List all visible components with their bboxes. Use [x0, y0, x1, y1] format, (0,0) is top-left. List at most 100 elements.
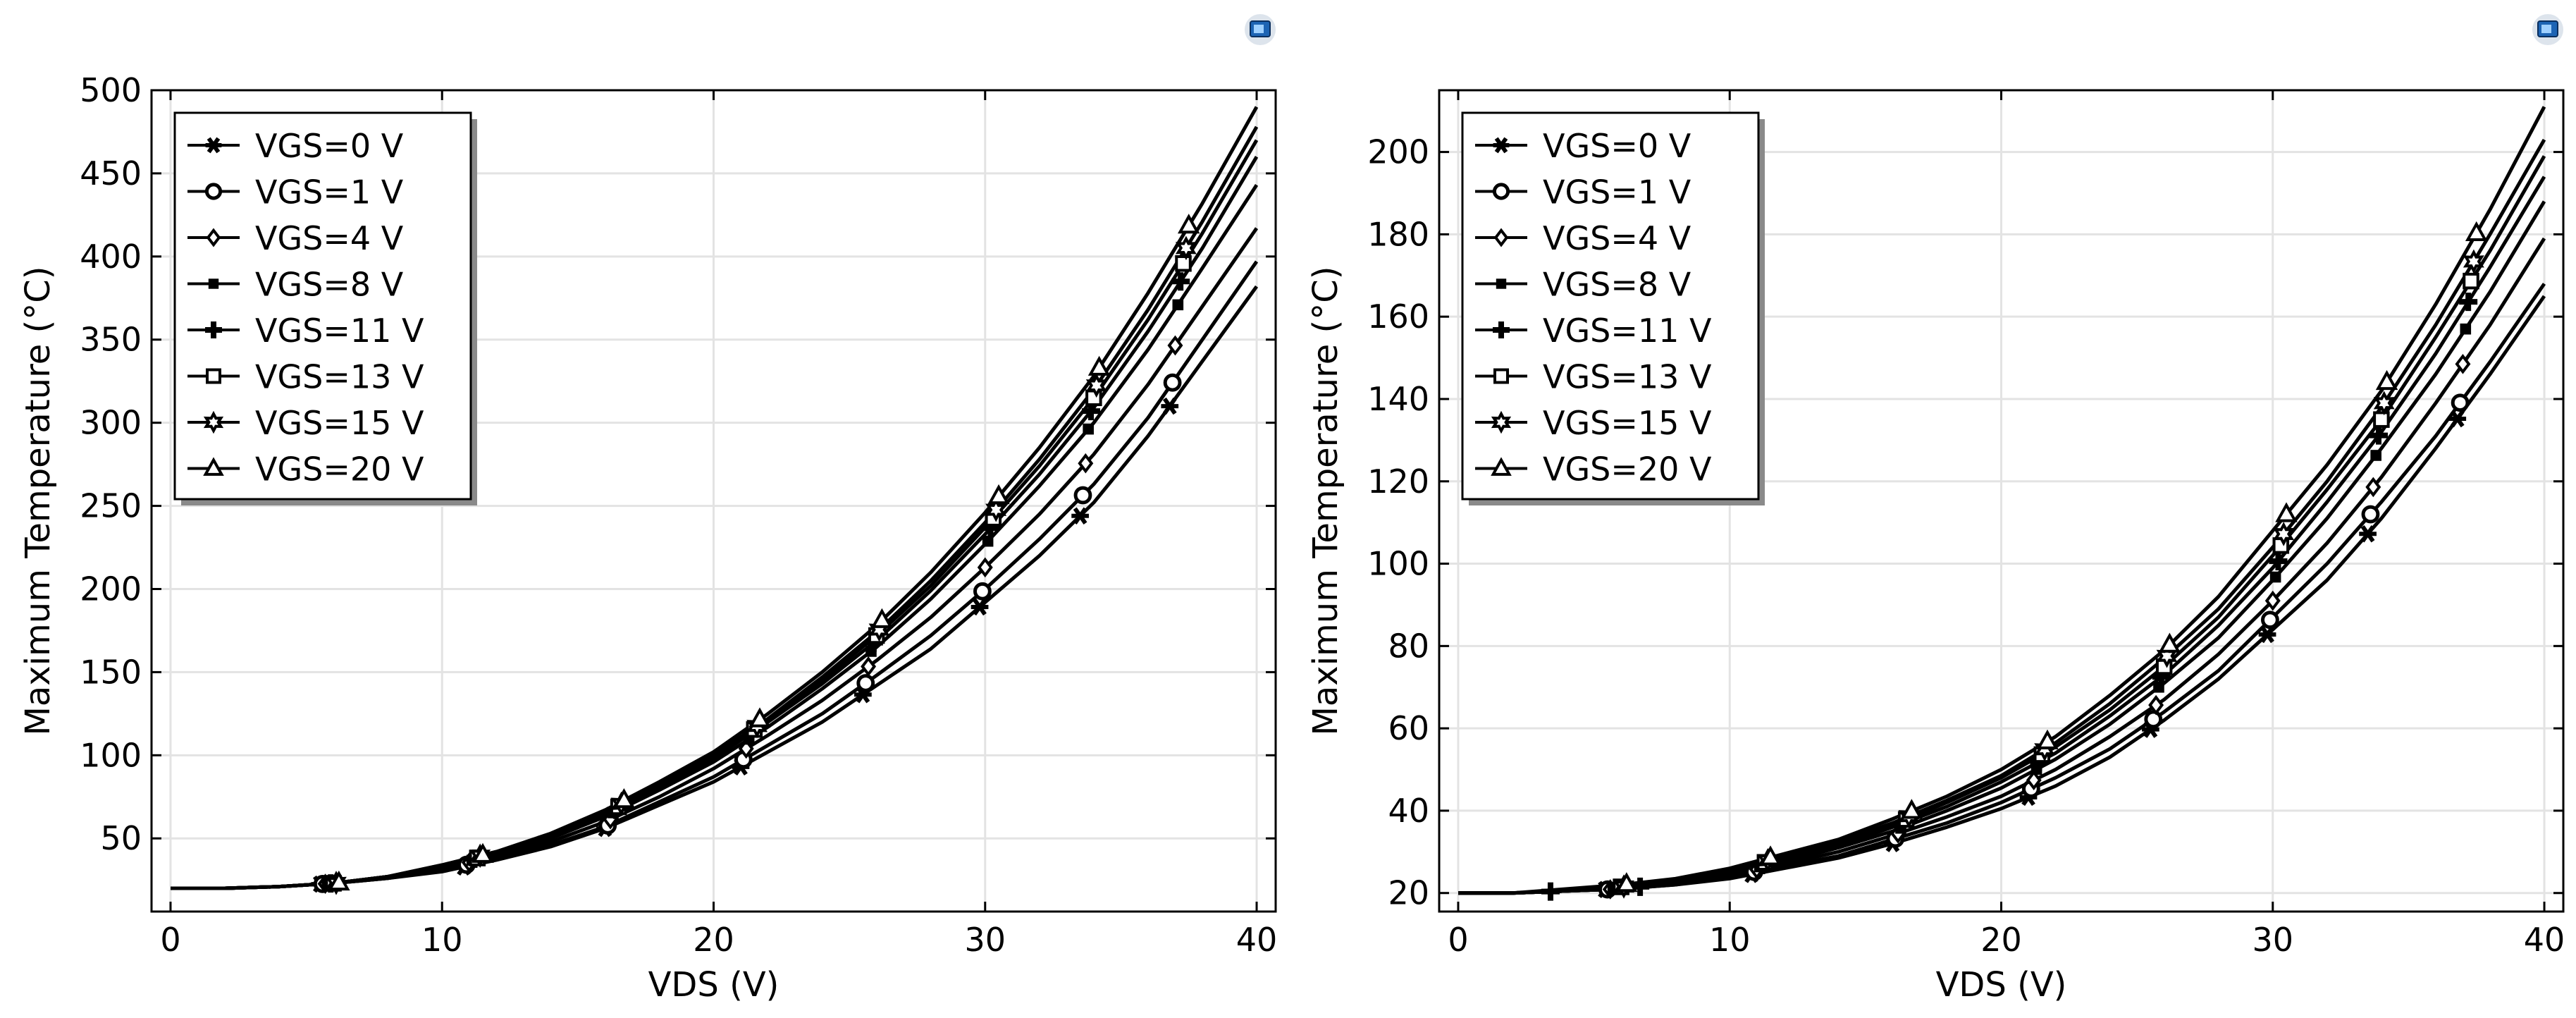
y-tick-label: 60: [1388, 709, 1429, 747]
legend-item: VGS=13 V: [1475, 358, 1712, 396]
legend-item: VGS=15 V: [187, 404, 424, 442]
legend-marker-asterisk: [1493, 137, 1510, 154]
y-tick-label: 160: [1367, 298, 1429, 336]
marker-triangle: [1615, 872, 1638, 893]
marker-plus: [1541, 882, 1560, 901]
x-tick-label: 40: [1236, 921, 1278, 959]
legend-label: VGS=13 V: [255, 358, 424, 396]
x-tick-label: 20: [1980, 921, 2022, 959]
x-tick-label: 20: [693, 921, 734, 959]
marker-triangle: [472, 842, 494, 863]
legend-label: VGS=11 V: [255, 312, 424, 350]
marker-circle: [1163, 373, 1182, 392]
legend-box: [1461, 111, 1760, 501]
y-tick-label: 500: [80, 71, 142, 109]
y-tick-label: 200: [80, 570, 142, 608]
legend-label: VGS=15 V: [1543, 404, 1712, 442]
marker-star: [2463, 249, 2484, 274]
legend-label: VGS=1 V: [255, 173, 404, 211]
marker-triangle: [2375, 369, 2398, 391]
marker-diamond: [2365, 477, 2381, 498]
marker-asterisk: [970, 598, 989, 616]
legend-marker-plus: [205, 321, 222, 338]
y-tick-label: 40: [1388, 792, 1429, 830]
legend-item: VGS=0 V: [187, 127, 404, 165]
marker-star: [2373, 391, 2395, 416]
legend-label: VGS=8 V: [255, 266, 404, 304]
legend-label: VGS=20 V: [255, 450, 424, 489]
legend-label: VGS=13 V: [1543, 358, 1712, 396]
x-tick-label: 0: [1448, 921, 1468, 959]
x-tick-label: 40: [2524, 921, 2565, 959]
marker-triangle: [2036, 729, 2059, 749]
series-line-vgs-20-v: [171, 106, 1259, 890]
legend-label: VGS=0 V: [1543, 127, 1691, 165]
x-tick-label: 0: [160, 921, 180, 959]
legend-item: VGS=8 V: [187, 266, 404, 304]
legend-label: VGS=4 V: [1543, 219, 1691, 257]
y-tick-label: 450: [80, 154, 142, 192]
chart-right: 0 10 20 30 40 20 40 60 80 100 120 140 160 180 200 VDS (…: [1306, 14, 2565, 1005]
marker-square-filled: [2460, 323, 2472, 335]
y-tick-label: 200: [1367, 133, 1429, 171]
y-tick-label: 180: [1367, 215, 1429, 253]
ticks: [152, 89, 1276, 912]
marker-triangle: [612, 788, 636, 809]
x-axis-label: VDS (V): [648, 965, 779, 1005]
y-tick-label: 50: [100, 819, 142, 857]
legend-item: VGS=1 V: [187, 173, 404, 211]
chart-left: 0 10 20 30 40 50 100 150 200 250 300 350 400 450 500 VD…: [18, 14, 1278, 1005]
series-markers: [1541, 221, 2488, 901]
marker-diamond: [1167, 335, 1183, 356]
legend-item: VGS=15 V: [1475, 404, 1712, 442]
legend-marker-asterisk: [205, 137, 222, 154]
legend-label: VGS=15 V: [255, 404, 424, 442]
marker-triangle: [1900, 799, 1923, 819]
marker-star: [2273, 522, 2295, 546]
y-tick-label: 300: [80, 404, 142, 442]
marker-circle: [2361, 505, 2380, 524]
marker-plus: [2269, 552, 2288, 571]
marker-asterisk: [2258, 625, 2276, 644]
legend-label: VGS=20 V: [1543, 450, 1712, 489]
marker-square-filled: [2269, 571, 2281, 583]
legend-label: VGS=4 V: [255, 219, 404, 257]
legend-marker-square-filled: [1496, 278, 1507, 289]
marker-triangle: [2465, 221, 2488, 242]
y-tick-label: 20: [1388, 874, 1429, 912]
marker-circle: [1073, 486, 1092, 505]
chart-panel-right: 0 10 20 30 40 20 40 60 80 100 120 140 160 180 200 VDS (…: [1288, 0, 2575, 1018]
marker-plus: [1171, 272, 1190, 291]
marker-star: [1085, 373, 1107, 398]
marker-diamond: [977, 557, 993, 578]
x-tick-label: 30: [964, 921, 1006, 959]
window-icon[interactable]: [1245, 14, 1276, 45]
legend-label: VGS=11 V: [1543, 312, 1712, 350]
marker-circle: [2451, 393, 2470, 412]
x-tick-label: 10: [1709, 921, 1751, 959]
marker-asterisk: [2359, 525, 2377, 543]
marker-plus: [2369, 426, 2389, 445]
legend-item: VGS=11 V: [1475, 312, 1712, 350]
y-tick-label: 100: [80, 736, 142, 774]
marker-square-filled: [1083, 423, 1094, 435]
y-axis-label: Maximum Temperature (°C): [1306, 266, 1345, 735]
y-tick-label: 250: [80, 487, 142, 525]
legend-item: VGS=4 V: [187, 219, 404, 257]
marker-square: [1175, 255, 1192, 272]
legend: VGS=0 V VGS=1 V VGS=4 V VGS=8 V VGS=11 V VGS=…: [173, 111, 477, 505]
y-tick-label: 80: [1388, 627, 1429, 665]
window-icon[interactable]: [2532, 14, 2563, 45]
marker-plus: [2459, 293, 2478, 312]
x-tick-label: 30: [2252, 921, 2293, 959]
legend-marker-star: [1491, 410, 1512, 434]
marker-square-filled: [1172, 299, 1184, 311]
marker-star: [985, 497, 1007, 522]
y-tick-label: 120: [1367, 462, 1429, 501]
legend-marker-diamond: [1493, 228, 1509, 247]
series-lines: [171, 106, 1259, 890]
legend-marker-triangle: [1491, 457, 1512, 476]
marker-triangle: [987, 484, 1010, 505]
y-tick-label: 140: [1367, 380, 1429, 418]
marker-triangle: [2275, 502, 2298, 522]
